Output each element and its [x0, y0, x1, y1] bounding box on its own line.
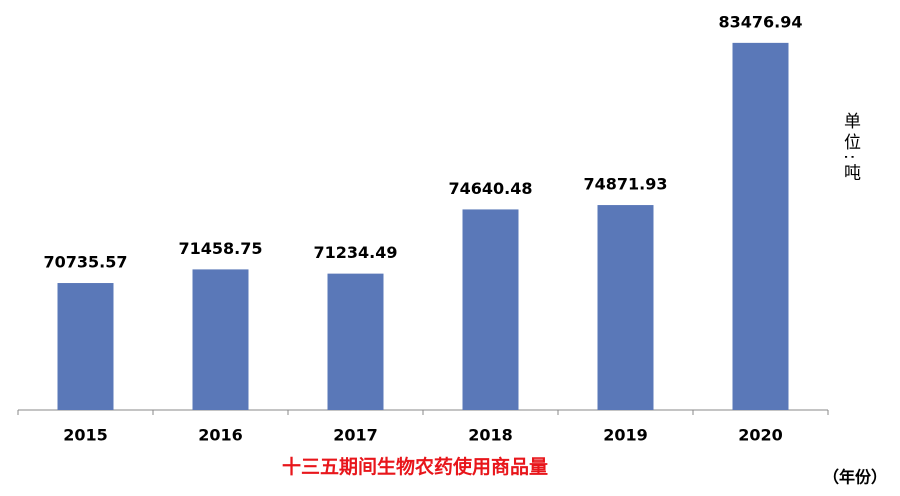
x-tick-label: 2020: [738, 426, 783, 445]
x-axis-label: （年份）: [823, 468, 887, 487]
bar: [462, 209, 519, 410]
value-label: 71458.75: [178, 239, 262, 258]
bar: [57, 283, 114, 410]
unit-label: 单位:吨: [840, 112, 860, 185]
bar: [597, 205, 654, 410]
x-tick-label: 2019: [603, 426, 648, 445]
value-label: 83476.94: [718, 12, 802, 31]
bar: [327, 273, 384, 410]
value-label: 74871.93: [583, 175, 667, 194]
x-tick-label: 2018: [468, 426, 513, 445]
bar: [192, 269, 249, 410]
x-tick-label: 2015: [63, 426, 108, 445]
x-tick-label: 2017: [333, 426, 378, 445]
x-tick-label: 2016: [198, 426, 243, 445]
value-label: 71234.49: [313, 243, 397, 262]
value-label: 74640.48: [448, 179, 532, 198]
chart-subtitle: 十三五期间生物农药使用商品量: [282, 455, 548, 478]
bar: [732, 42, 789, 410]
value-label: 70735.57: [43, 253, 127, 272]
